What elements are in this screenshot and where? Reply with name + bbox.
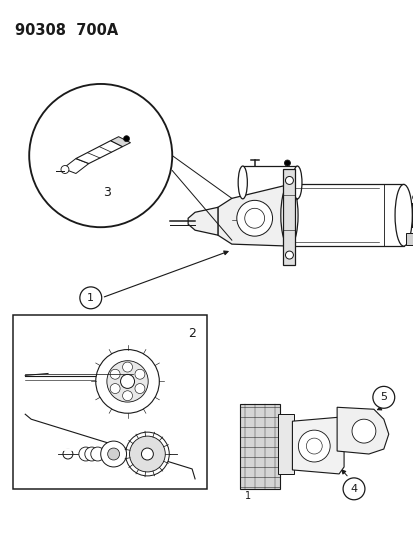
Circle shape [123, 136, 129, 142]
Polygon shape [405, 233, 413, 245]
Circle shape [95, 350, 159, 413]
Circle shape [135, 384, 145, 393]
Ellipse shape [394, 184, 411, 246]
Text: 5: 5 [380, 392, 387, 402]
Polygon shape [188, 207, 217, 235]
Circle shape [90, 447, 104, 461]
Circle shape [85, 447, 98, 461]
Circle shape [285, 251, 293, 259]
Circle shape [342, 478, 364, 500]
Circle shape [110, 369, 120, 379]
Polygon shape [239, 404, 279, 489]
Circle shape [135, 369, 145, 379]
Circle shape [78, 447, 93, 461]
Circle shape [122, 391, 132, 401]
Circle shape [61, 166, 69, 173]
Circle shape [129, 436, 165, 472]
Polygon shape [110, 136, 130, 147]
Text: 4: 4 [349, 484, 357, 494]
Polygon shape [336, 407, 388, 454]
Text: 90308  700A: 90308 700A [15, 23, 118, 38]
Polygon shape [242, 166, 297, 199]
Text: 1: 1 [87, 293, 94, 303]
Circle shape [100, 441, 126, 467]
Polygon shape [277, 414, 294, 474]
Ellipse shape [292, 166, 301, 199]
Circle shape [351, 419, 375, 443]
Polygon shape [283, 168, 295, 265]
Polygon shape [292, 417, 343, 474]
Circle shape [285, 176, 293, 184]
Polygon shape [63, 158, 88, 173]
Bar [13, 315, 206, 489]
Text: 1: 1 [244, 491, 250, 501]
Circle shape [120, 374, 134, 389]
Circle shape [236, 200, 272, 236]
Circle shape [110, 384, 120, 393]
Circle shape [412, 220, 413, 226]
Polygon shape [289, 184, 403, 246]
Circle shape [298, 430, 330, 462]
Circle shape [29, 84, 172, 227]
Text: 2: 2 [188, 327, 196, 340]
Circle shape [125, 432, 169, 476]
Circle shape [412, 195, 413, 200]
Circle shape [372, 386, 394, 408]
Circle shape [284, 160, 290, 166]
Ellipse shape [280, 184, 297, 246]
Circle shape [141, 448, 153, 460]
Text: 3: 3 [102, 186, 110, 199]
Circle shape [107, 361, 148, 402]
Polygon shape [217, 184, 289, 246]
Circle shape [122, 362, 132, 372]
Polygon shape [76, 141, 122, 164]
Circle shape [412, 204, 413, 211]
Circle shape [107, 448, 119, 460]
Ellipse shape [237, 166, 247, 199]
Circle shape [80, 287, 102, 309]
